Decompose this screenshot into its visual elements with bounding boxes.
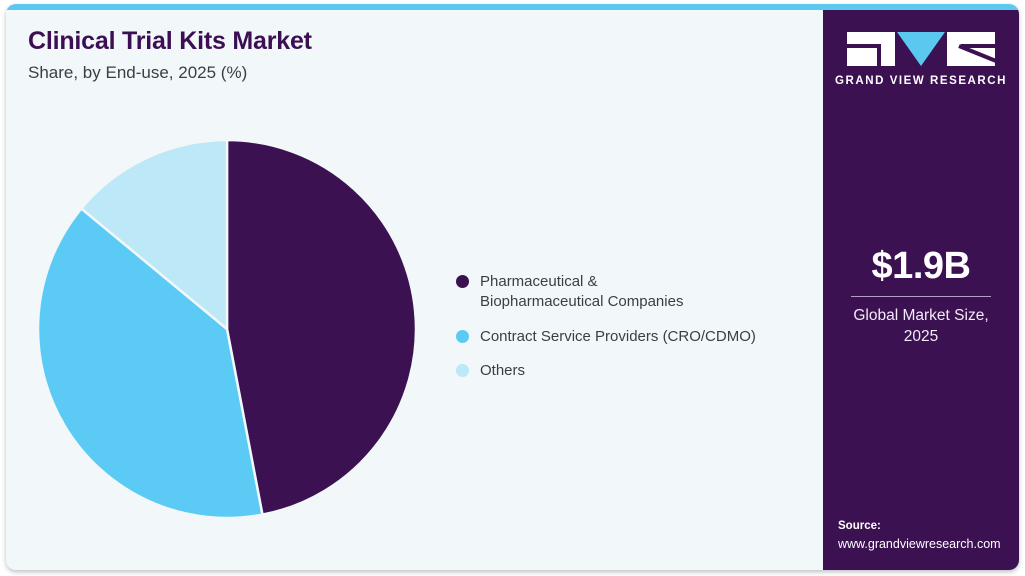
pie-chart-svg	[36, 138, 418, 520]
stat-caption: Global Market Size, 2025	[853, 307, 989, 345]
logo-g-notch-vertical	[877, 44, 881, 66]
logo-letter-r-icon	[947, 32, 997, 66]
infographic-card: Clinical Trial Kits Market Share, by End…	[6, 4, 1019, 570]
brand-sidebar: GRAND VIEW RESEARCH $1.9B Global Market …	[823, 10, 1019, 570]
source-url[interactable]: www.grandviewresearch.com	[838, 536, 1001, 551]
pie-slice-group	[36, 138, 418, 520]
stat-divider	[851, 296, 991, 297]
legend-dot-pharmaceutical-icon	[456, 275, 469, 288]
logo-mark-group	[847, 32, 997, 66]
legend-item-pharmaceutical[interactable]: Pharmaceutical & Biopharmaceutical Compa…	[456, 272, 816, 312]
top-accent-bar	[6, 4, 1019, 10]
logo-r-notch-horizontal	[961, 44, 995, 48]
chart-panel: Clinical Trial Kits Market Share, by End…	[6, 10, 823, 570]
stat-value: $1.9B	[871, 245, 971, 287]
chart-legend: Pharmaceutical & Biopharmaceutical Compa…	[456, 272, 816, 381]
legend-item-contract-service-providers[interactable]: Contract Service Providers (CRO/CDMO)	[456, 327, 816, 347]
pie-slice[interactable]	[36, 206, 264, 520]
market-size-stat: $1.9B Global Market Size, 2025	[823, 247, 1019, 348]
logo-wordmark: GRAND VIEW RESEARCH	[835, 75, 1007, 87]
pie-chart	[32, 134, 422, 524]
pie-slice[interactable]	[79, 138, 229, 332]
title-block: Clinical Trial Kits Market Share, by End…	[28, 27, 728, 83]
legend-label-others: Others	[480, 362, 526, 380]
page-subtitle: Share, by End-use, 2025 (%)	[28, 62, 248, 82]
legend-dot-others-icon	[456, 364, 469, 378]
page-title: Clinical Trial Kits Market	[28, 27, 312, 55]
legend-dot-contract-service-providers-icon	[456, 329, 469, 343]
legend-label-contract-service-providers: Contract Service Providers (CRO/CDMO)	[480, 327, 756, 345]
source-block: Source: www.grandviewresearch.com	[838, 518, 1019, 553]
logo-letter-g-icon	[847, 32, 895, 66]
pie-slice[interactable]	[225, 138, 418, 517]
legend-item-others[interactable]: Others	[456, 361, 816, 381]
source-label: Source:	[838, 520, 881, 533]
legend-label-pharmaceutical: Pharmaceutical & Biopharmaceutical Compa…	[480, 273, 684, 310]
logo-letter-v-triangle-icon	[897, 32, 945, 66]
brand-logo: GRAND VIEW RESEARCH	[823, 32, 1019, 87]
logo-g-notch-horizontal	[847, 44, 881, 48]
